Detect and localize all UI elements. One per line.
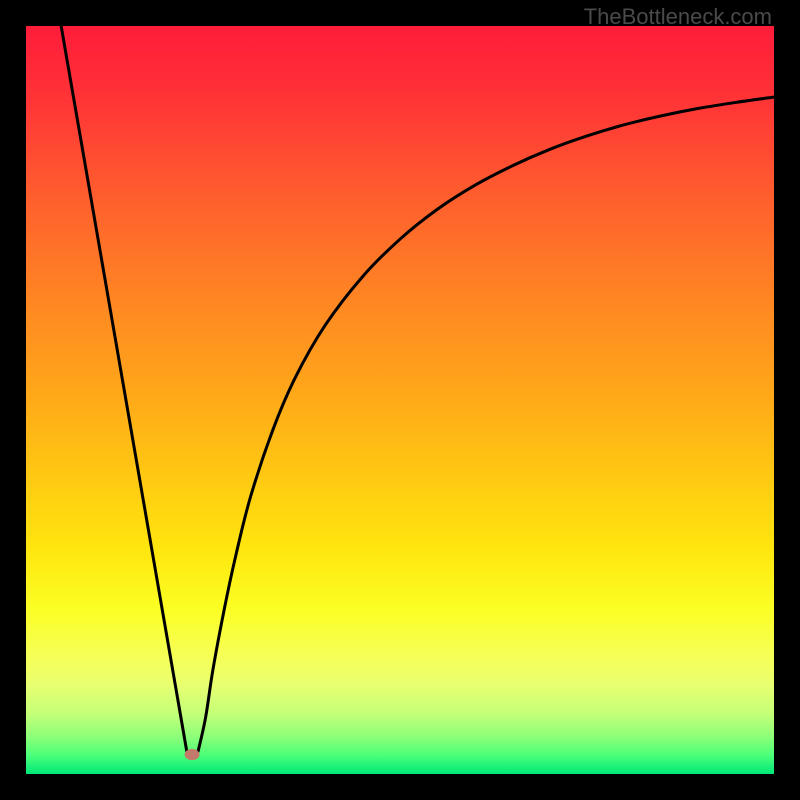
chart-container: TheBottleneck.com <box>0 0 800 800</box>
gradient-background <box>26 26 774 774</box>
bottleneck-chart <box>26 26 774 774</box>
optimal-point-marker <box>185 749 200 760</box>
plot-area <box>26 26 774 774</box>
